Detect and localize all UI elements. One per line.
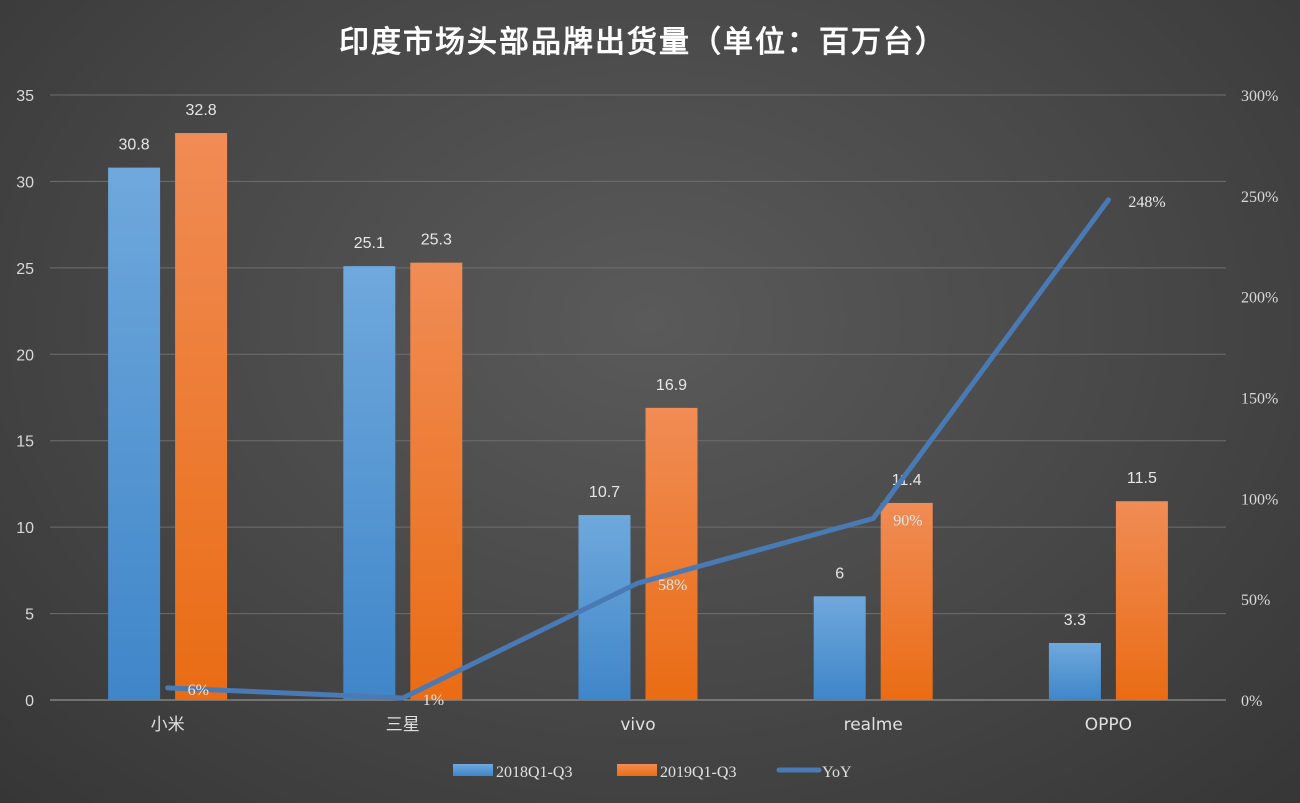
bar-data-label: 6 (835, 565, 844, 582)
legend-label: 2018Q1-Q3 (496, 764, 572, 781)
yoy-data-label: 248% (1128, 194, 1165, 211)
right-axis-tick-label: 50% (1241, 592, 1270, 609)
bar-2019 (175, 133, 228, 700)
left-axis-tick-label: 0 (25, 693, 34, 710)
left-axis-tick-label: 30 (16, 174, 34, 191)
category-label: vivo (620, 715, 655, 735)
bar-data-label: 10.7 (589, 484, 620, 501)
bar-2018 (1048, 642, 1101, 700)
yoy-line (165, 197, 1111, 701)
legend-swatch-2018 (453, 764, 493, 776)
bar-2018 (108, 167, 161, 701)
yoy-data-label: 1% (423, 692, 444, 709)
bar-2019 (880, 502, 933, 700)
category-labels: 小米 三星 vivo realme OPPO (151, 715, 1132, 735)
left-axis-tick-label: 5 (25, 607, 34, 624)
category-label: OPPO (1085, 715, 1132, 735)
bar-data-label: 16.9 (656, 377, 687, 394)
bar-data-label: 25.3 (421, 232, 452, 249)
left-axis-tick-label: 25 (16, 261, 34, 278)
category-label: realme (844, 715, 903, 735)
bar-2019 (645, 407, 698, 700)
bar-data-label: 30.8 (119, 137, 150, 154)
yoy-data-label: 6% (188, 682, 209, 699)
right-axis-tick-label: 150% (1241, 391, 1278, 408)
legend-label: YoY (822, 764, 852, 781)
gridlines (50, 94, 1226, 701)
bar-2018 (343, 266, 396, 700)
yoy-data-label: 90% (893, 513, 922, 530)
bar-2018 (813, 596, 866, 700)
bar-data-label: 11.5 (1127, 470, 1157, 487)
bar-2019 (1115, 501, 1168, 700)
chart-title: 印度市场头部品牌出货量（单位：百万台） (339, 25, 947, 60)
bar-data-label: 3.3 (1064, 612, 1086, 629)
left-axis-tick-label: 10 (16, 520, 34, 537)
yoy-line-group: 6% 1% 58% 90% 248% (165, 194, 1166, 709)
legend: 2018Q1-Q3 2019Q1-Q3 YoY (453, 764, 852, 781)
left-axis-tick-label: 15 (16, 434, 34, 451)
category-label: 小米 (151, 715, 185, 735)
left-axis-tick-label: 20 (16, 347, 34, 364)
bar-2019 (410, 262, 463, 700)
right-axis-ticks: 0% 50% 100% 150% 200% 250% 300% (1241, 88, 1278, 710)
bar-data-label: 32.8 (186, 102, 217, 119)
left-axis-ticks: 0 5 10 15 20 25 30 35 (16, 88, 34, 710)
right-axis-tick-label: 0% (1241, 693, 1262, 710)
right-axis-tick-label: 300% (1241, 88, 1278, 105)
bar-data-label: 25.1 (354, 235, 385, 252)
yoy-data-label: 58% (658, 577, 687, 594)
legend-swatch-2019 (617, 764, 657, 776)
category-label: 三星 (386, 715, 420, 735)
right-axis-tick-label: 250% (1241, 189, 1278, 206)
right-axis-tick-label: 100% (1241, 491, 1278, 508)
left-axis-tick-label: 35 (16, 88, 34, 105)
legend-label: 2019Q1-Q3 (660, 764, 736, 781)
right-axis-tick-label: 200% (1241, 290, 1278, 307)
